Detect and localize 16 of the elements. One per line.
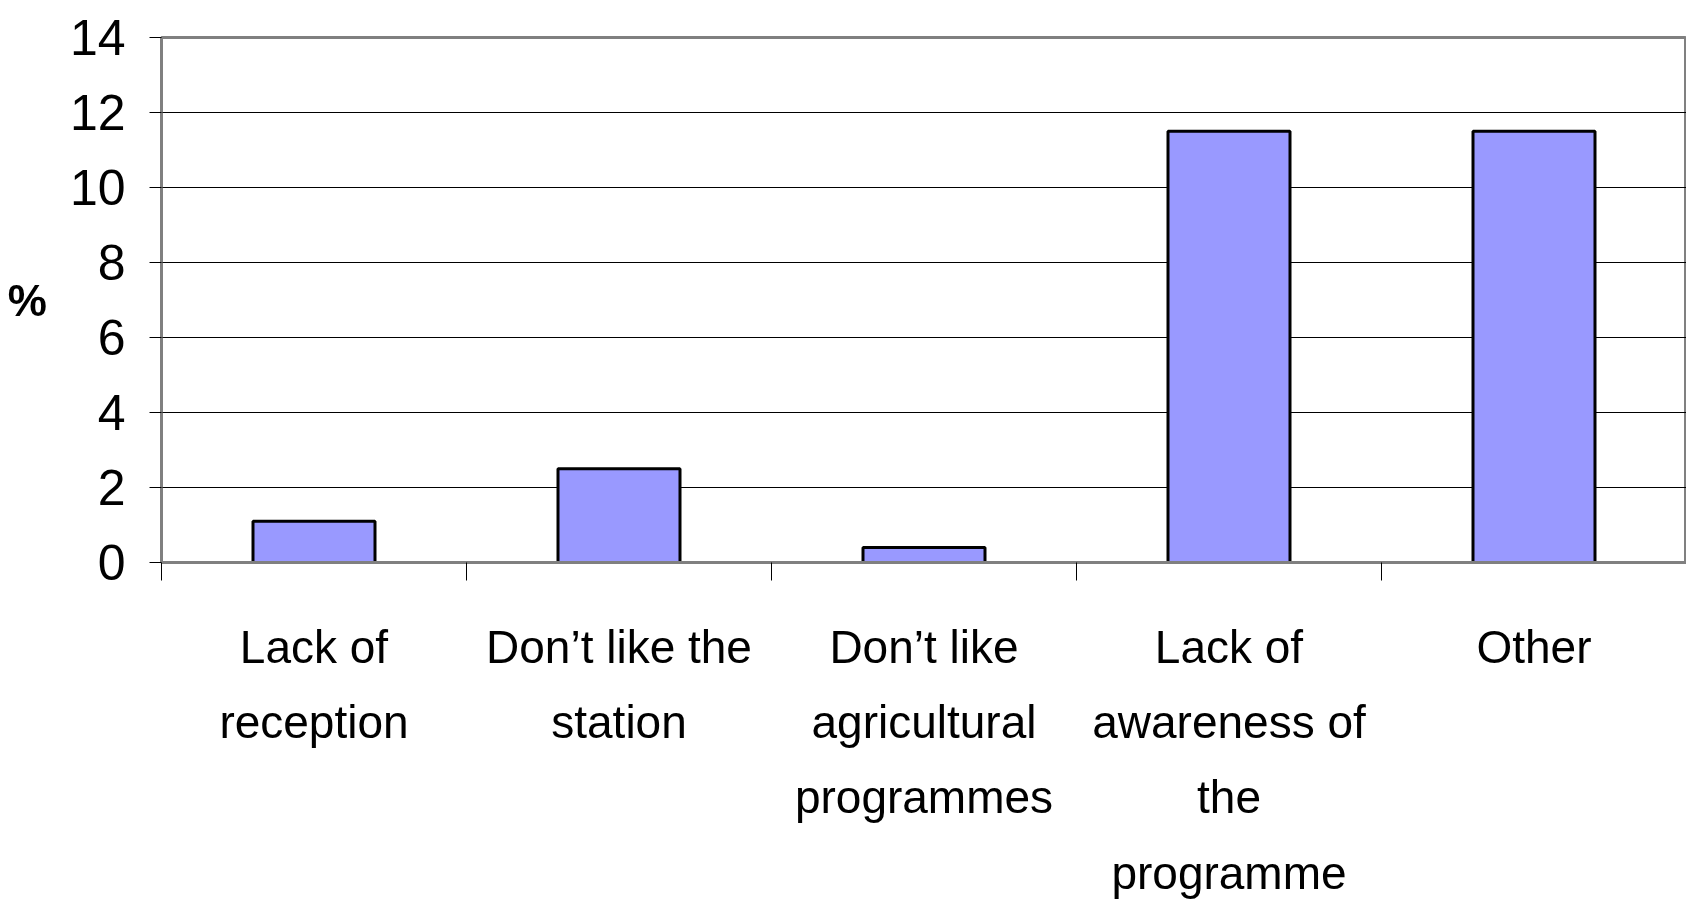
y-tick-label: 12 — [69, 85, 126, 141]
x-tick-label: Other — [1476, 620, 1592, 673]
y-axis-title: % — [7, 275, 47, 325]
y-tick-label: 10 — [69, 160, 126, 216]
x-tick-label: Lack of reception — [219, 620, 409, 748]
x-tick-label: Don’t like agricultural programmes — [794, 620, 1054, 824]
y-tick-label: 14 — [69, 10, 126, 66]
bar — [861, 546, 987, 563]
y-tick-label: 8 — [97, 235, 126, 291]
bar — [251, 519, 377, 563]
y-tick-label: 4 — [97, 385, 126, 441]
y-tick-label: 6 — [97, 310, 126, 366]
y-tick-label: 2 — [97, 460, 126, 516]
y-tick-label: 0 — [97, 535, 126, 591]
x-tick-label: Lack of awareness of the programme — [1092, 620, 1367, 899]
x-tick-label: Don’t like the station — [486, 620, 752, 748]
